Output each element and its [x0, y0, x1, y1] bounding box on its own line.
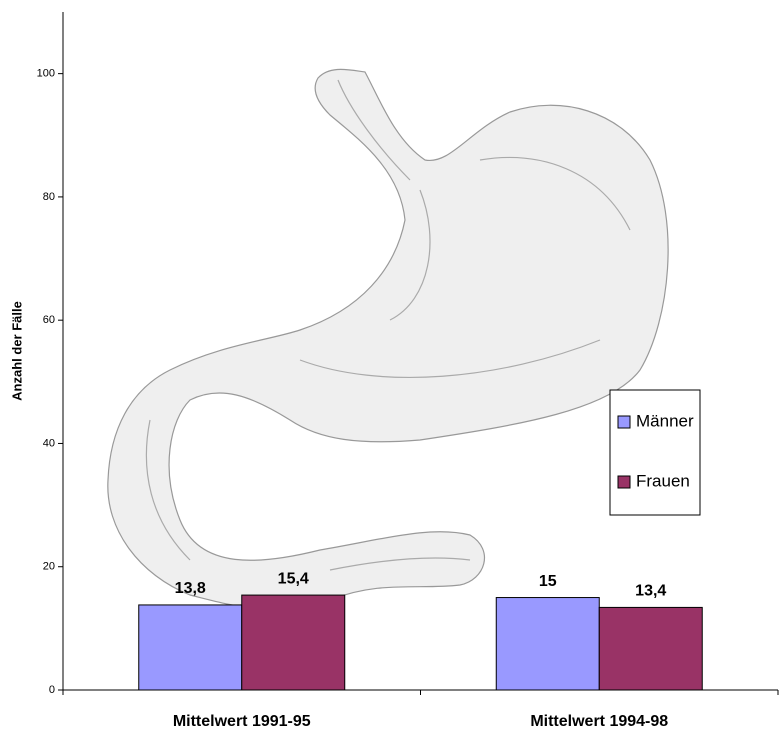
legend-label: Frauen [636, 471, 690, 490]
y-tick-label: 20 [43, 561, 55, 573]
y-tick-label: 60 [43, 314, 55, 326]
legend-label: Männer [636, 411, 694, 430]
chart: Anzahl der Fälle 0 20 40 60 80 100 Mittelwert … [0, 0, 780, 731]
bar [139, 605, 242, 690]
bar [242, 595, 345, 690]
bar [496, 598, 599, 690]
value-label: 13,8 [175, 580, 206, 597]
y-tick-label: 40 [43, 437, 55, 449]
value-label: 15,4 [278, 570, 309, 587]
bar [599, 607, 702, 690]
y-axis-label: Anzahl der Fälle [9, 301, 24, 401]
value-label: 13,4 [635, 583, 666, 600]
y-tick-label: 100 [37, 68, 55, 80]
x-tick-label: Mittelwert 1991-95 [173, 713, 311, 730]
y-tick-label: 0 [49, 684, 55, 696]
value-label: 15 [539, 573, 557, 590]
y-tick-label: 80 [43, 191, 55, 203]
legend-swatch [618, 476, 630, 488]
legend-box [610, 390, 700, 515]
x-tick-label: Mittelwert 1994-98 [530, 713, 668, 730]
legend-swatch [618, 416, 630, 428]
stomach-illustration [108, 69, 668, 609]
